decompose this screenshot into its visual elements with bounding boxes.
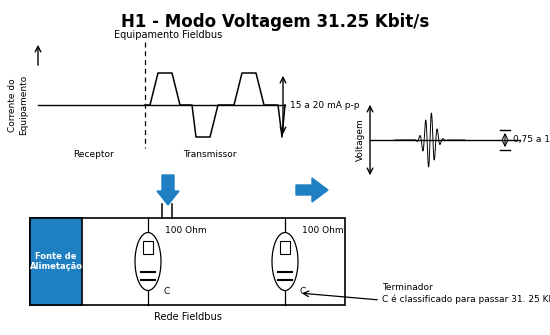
Text: 15 a 20 mA p-p: 15 a 20 mA p-p — [290, 100, 360, 110]
Bar — [30, 218, 82, 305]
Polygon shape — [296, 178, 328, 202]
Text: Corrente do
Equipamento: Corrente do Equipamento — [8, 75, 28, 135]
Text: H1 - Modo Voltagem 31.25 Kbit/s: H1 - Modo Voltagem 31.25 Kbit/s — [121, 13, 429, 31]
Ellipse shape — [272, 232, 298, 290]
Bar — [30, 218, 345, 305]
Text: 0,75 a 1,0Vpp: 0,75 a 1,0Vpp — [513, 135, 550, 144]
Text: Equipamento Fieldbus: Equipamento Fieldbus — [114, 30, 222, 40]
Text: Receptor: Receptor — [73, 150, 113, 159]
Text: C: C — [163, 286, 169, 295]
Text: 100 Ohm: 100 Ohm — [302, 226, 344, 235]
Text: 100 Ohm: 100 Ohm — [165, 226, 207, 235]
Text: Fonte de
Alimetação: Fonte de Alimetação — [30, 252, 82, 271]
Text: Rede Fieldbus: Rede Fieldbus — [153, 312, 222, 322]
Text: C: C — [300, 286, 306, 295]
Bar — [280, 241, 290, 254]
Text: Transmissor: Transmissor — [183, 150, 236, 159]
Text: C é classificado para passar 31. 25 Kbit/s: C é classificado para passar 31. 25 Kbit… — [382, 295, 550, 305]
Ellipse shape — [135, 232, 161, 290]
Text: Terminador: Terminador — [382, 283, 433, 292]
Polygon shape — [157, 175, 179, 205]
Text: Voltagem: Voltagem — [355, 119, 365, 161]
Bar — [143, 241, 153, 254]
